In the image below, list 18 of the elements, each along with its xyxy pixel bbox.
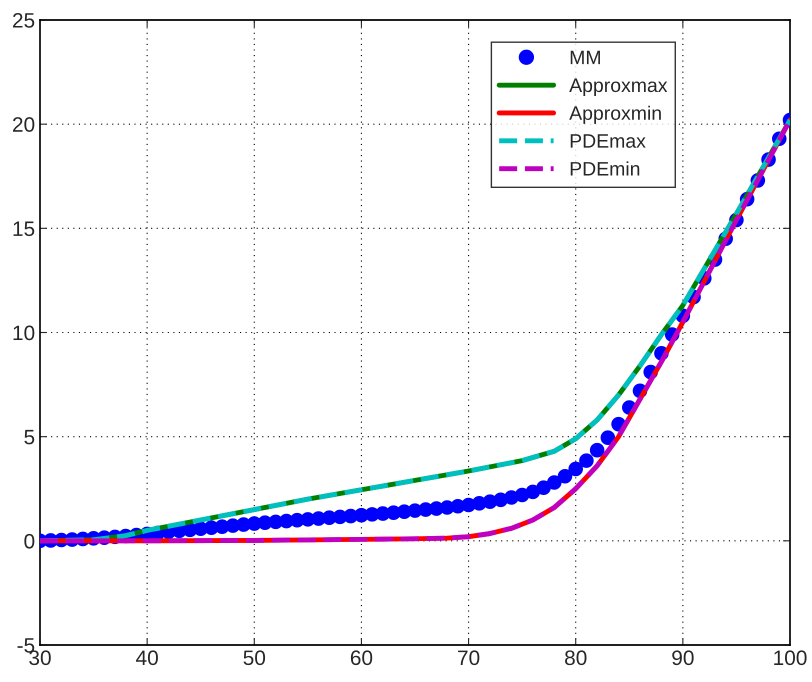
legend-label: PDEmax [570,134,646,148]
legend-label: Approxmin [569,106,661,124]
x-tick-label: 80 [565,650,586,666]
y-tick-label: 15 [14,222,34,236]
legend-label: PDEmin [570,161,640,176]
x-tick-label: 90 [672,650,694,666]
y-tick-label: 0 [24,534,34,549]
x-tick-label: 50 [244,650,266,666]
y-tick-label: 20 [13,117,34,132]
x-tick-label: 70 [458,650,480,666]
y-tick-label: 10 [14,326,34,340]
legend-label: MM [570,50,600,64]
y-tick-label: 5 [24,430,34,444]
y-tick-label: 25 [13,13,34,28]
x-tick-label: 40 [136,650,158,666]
legend-label: Approxmax [569,78,668,96]
x-tick-label: 60 [350,650,372,666]
x-tick-label: 100 [774,650,807,666]
